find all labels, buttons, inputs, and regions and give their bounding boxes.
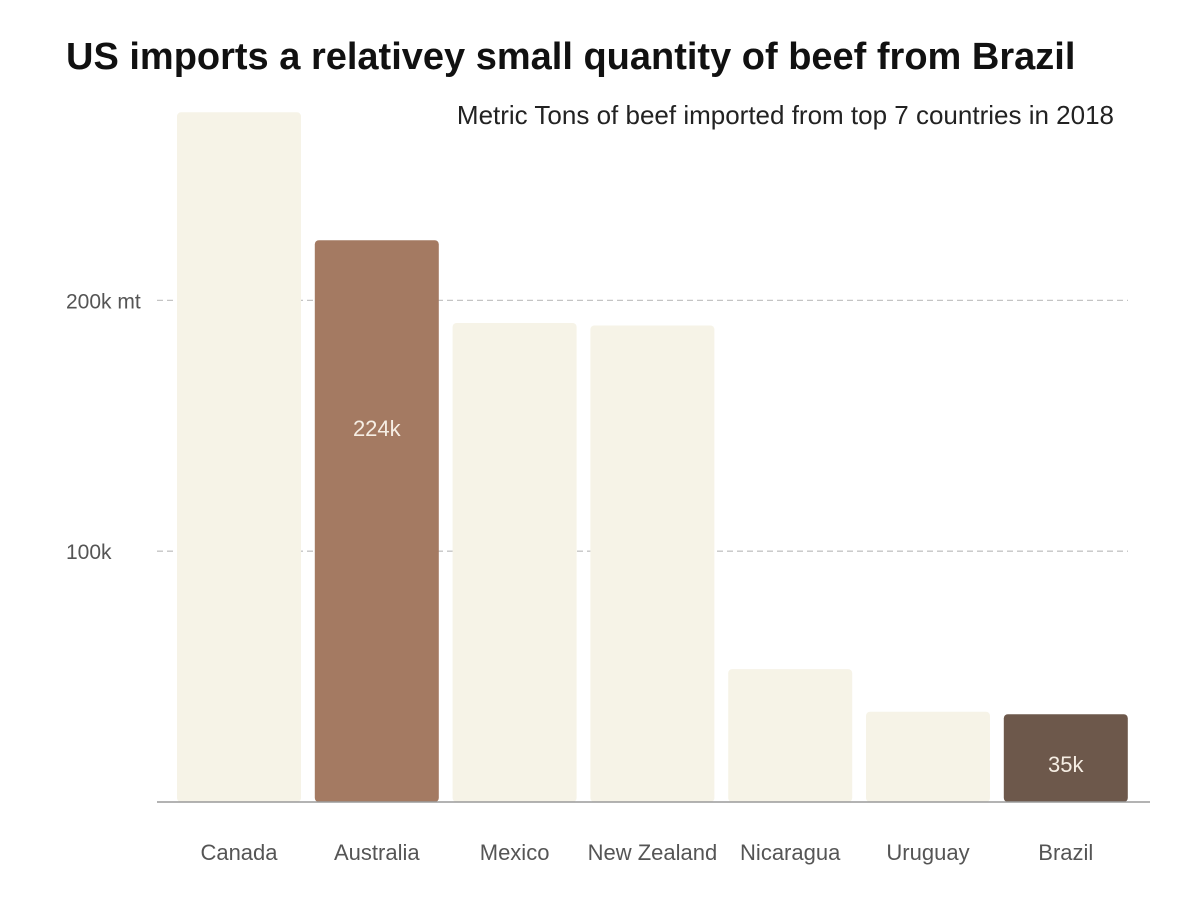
x-category-label: Canada: [200, 840, 278, 865]
y-tick-labels: 100k 200k mt: [66, 290, 141, 564]
x-category-label: Nicaragua: [740, 840, 841, 865]
data-label: 35k: [1048, 752, 1084, 777]
bar-canada: [177, 112, 301, 803]
chart-title: US imports a relativey small quantity of…: [66, 36, 1076, 78]
x-category-label: Mexico: [480, 840, 550, 865]
chart-subtitle: Metric Tons of beef imported from top 7 …: [456, 100, 1114, 130]
bar-brazil: [1003, 714, 1128, 802]
y-tick-label: 100k: [66, 541, 112, 564]
x-category-labels: Canada Australia Mexico New Zealand Nicaragu…: [200, 840, 1093, 865]
data-labels: 224k 35k: [353, 416, 1085, 777]
x-category-label: Uruguay: [886, 840, 969, 865]
bar-australia: [314, 240, 439, 802]
x-category-label: New Zealand: [588, 840, 718, 865]
bar-new-zealand: [590, 325, 715, 802]
bar-uruguay: [866, 711, 990, 802]
y-tick-label: 200k mt: [66, 290, 141, 313]
bar-nicaragua: [728, 669, 853, 802]
x-category-label: Australia: [334, 840, 420, 865]
x-category-label: Brazil: [1038, 840, 1093, 865]
bars: [177, 112, 1128, 803]
data-label: 224k: [353, 416, 402, 441]
bar-mexico: [452, 322, 577, 802]
